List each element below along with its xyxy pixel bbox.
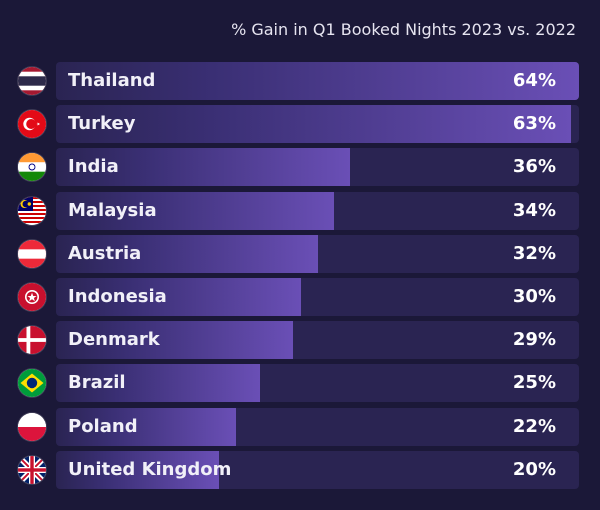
denmark-flag-icon — [18, 326, 46, 355]
category-label: Thailand — [68, 70, 156, 91]
indonesia-flag-icon — [18, 283, 46, 311]
value-label: 36% — [512, 156, 556, 178]
bar-track — [56, 321, 579, 360]
value-label: 32% — [512, 242, 556, 264]
bar-track — [56, 407, 579, 446]
bar-track — [56, 191, 579, 230]
value-label: 30% — [512, 286, 556, 307]
category-label: United Kingdom — [68, 458, 232, 480]
bar-track — [56, 62, 579, 100]
chart-title: % Gain in Q1 Booked Nights 2023 vs. 2022 — [231, 20, 576, 39]
category-label: Turkey — [68, 113, 136, 135]
category-label: Denmark — [68, 329, 160, 351]
bar — [56, 191, 334, 230]
bar — [56, 62, 579, 100]
bar-track — [56, 234, 579, 273]
bar-track — [56, 148, 579, 187]
bar-track — [56, 278, 579, 316]
thailand-flag-icon — [18, 67, 46, 95]
bar — [56, 364, 261, 403]
bar-track — [56, 105, 579, 144]
bar — [56, 234, 318, 273]
value-label: 25% — [512, 372, 556, 394]
category-label: Indonesia — [68, 286, 167, 307]
bar — [56, 148, 351, 187]
malaysia-flag-icon — [18, 196, 46, 225]
bar-track — [56, 364, 579, 403]
category-label: Poland — [68, 415, 138, 437]
bar-row: Thailand 64% — [0, 62, 600, 100]
category-label: Austria — [68, 242, 142, 264]
bar-row: Denmark 29% — [0, 321, 600, 360]
bar-row: United Kingdom 20% — [0, 450, 600, 489]
bar-row: Turkey 63% — [0, 105, 600, 144]
value-label: 22% — [512, 415, 556, 437]
bar — [56, 407, 236, 446]
bar — [56, 450, 220, 489]
bar-row: Poland 22% — [0, 407, 600, 446]
bar-track — [56, 450, 579, 489]
bar-row: Brazil 25% — [0, 364, 600, 403]
value-label: 63% — [512, 113, 556, 135]
bar — [56, 105, 571, 144]
bar — [56, 321, 293, 360]
value-label: 29% — [512, 329, 556, 351]
bar-row: India 36% — [0, 148, 600, 187]
uk-flag-icon — [18, 455, 46, 484]
turkey-flag-icon — [18, 110, 46, 139]
category-label: Brazil — [68, 372, 126, 394]
brazil-flag-icon — [18, 369, 46, 398]
category-label: Malaysia — [68, 199, 157, 221]
value-label: 20% — [512, 458, 556, 480]
bar — [56, 278, 302, 316]
bar-row: Indonesia 30% — [0, 278, 600, 316]
bar-row: Malaysia 34% — [0, 191, 600, 230]
value-label: 34% — [512, 199, 556, 221]
value-label: 64% — [512, 70, 556, 91]
india-flag-icon — [18, 153, 46, 182]
austria-flag-icon — [18, 239, 46, 268]
bar-row: Austria 32% — [0, 234, 600, 273]
category-label: India — [68, 156, 119, 178]
poland-flag-icon — [18, 412, 46, 441]
